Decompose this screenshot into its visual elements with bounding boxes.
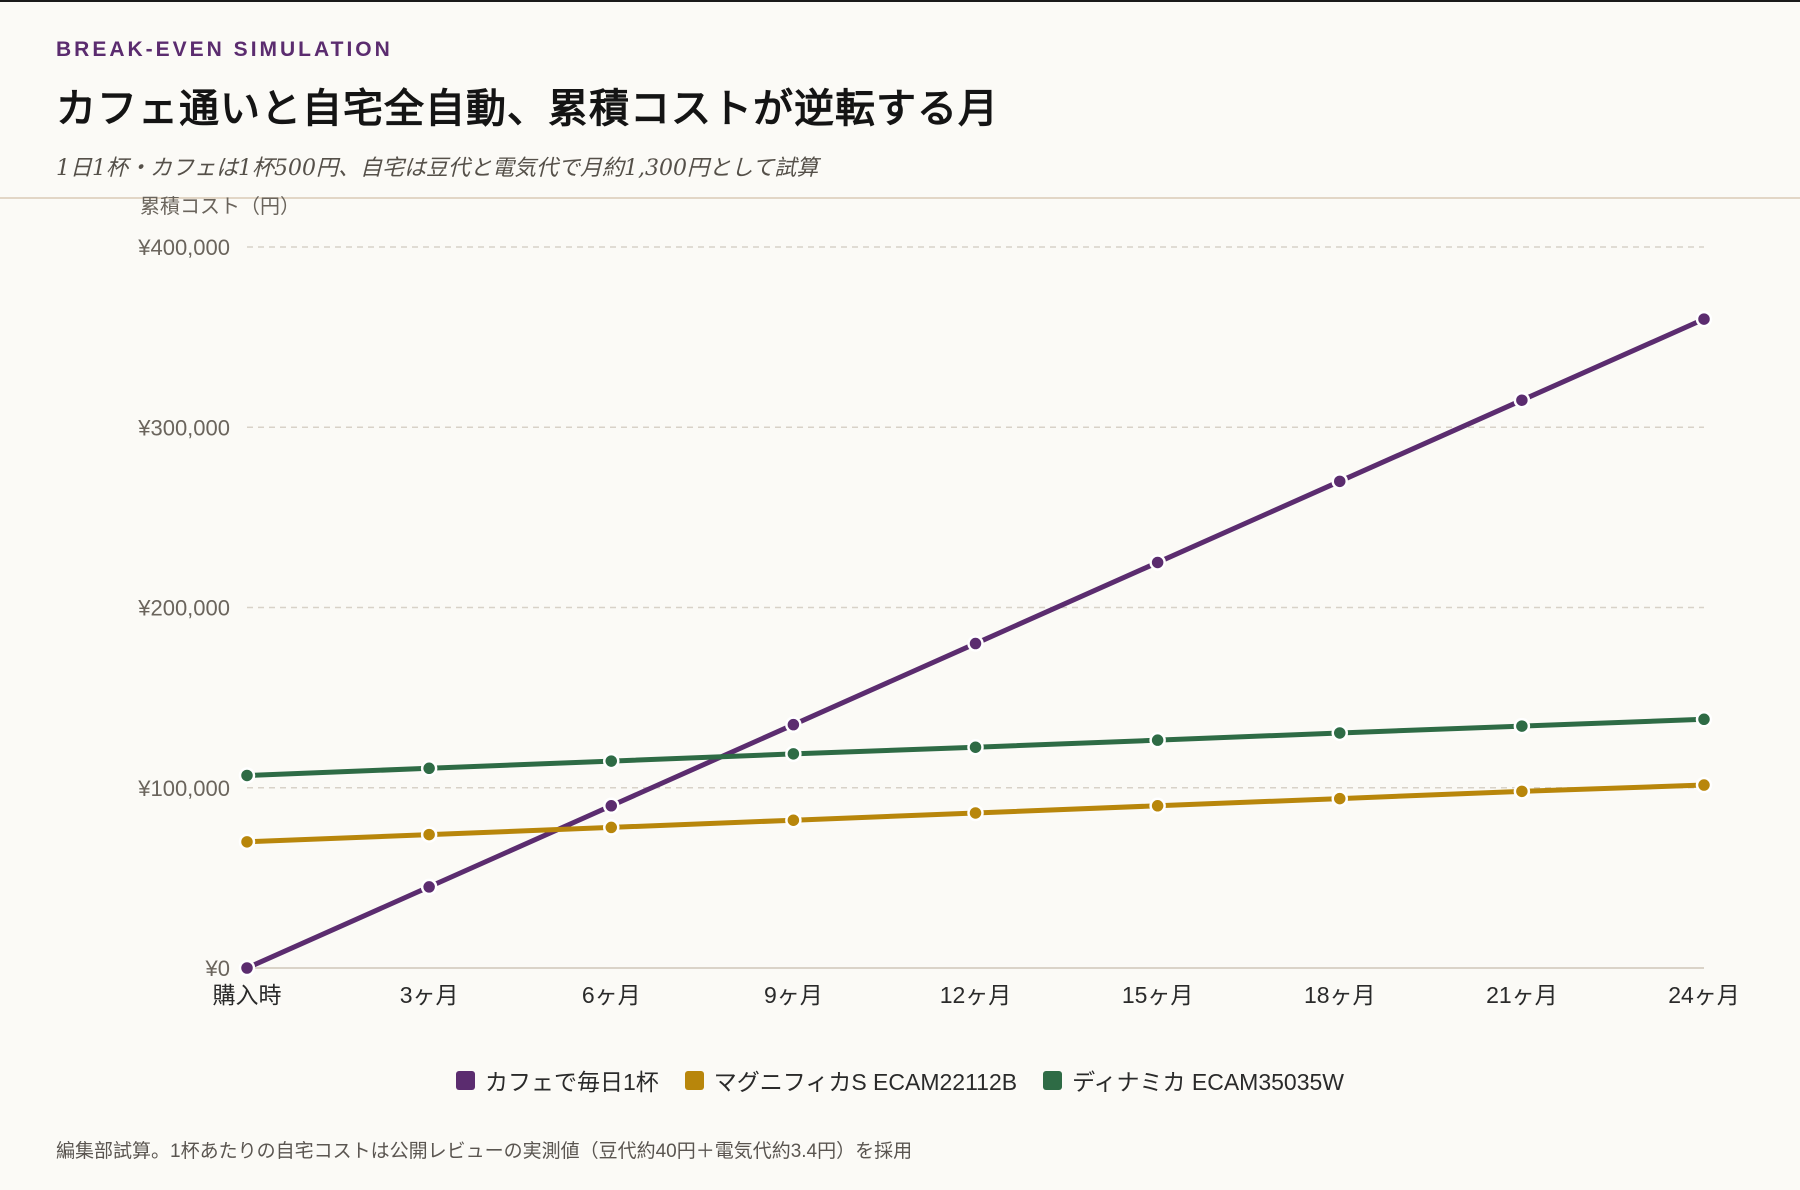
legend-label: ディナミカ ECAM35035W (1072, 1069, 1345, 1095)
legend-item: ディナミカ ECAM35035W (1043, 1063, 1344, 1097)
data-point (1513, 717, 1531, 735)
data-point (1149, 797, 1166, 815)
data-point (420, 826, 438, 843)
data-point (785, 716, 802, 733)
data-point (1513, 391, 1531, 409)
data-point (1331, 790, 1348, 807)
legend-item: マグニフィカS ECAM22112B (684, 1063, 1018, 1097)
data-point (238, 767, 256, 784)
legend-item: カフェで毎日1杯 (455, 1063, 659, 1097)
x-tick-label: 6ヶ月 (582, 982, 641, 1008)
data-point (1149, 554, 1166, 571)
x-tick-label: 15ヶ月 (1122, 982, 1194, 1008)
chart-title: カフェ通いと自宅全自動、累積コストが逆転する月 (56, 85, 999, 132)
y-tick-label: ¥0 (205, 956, 230, 981)
y-axis-label: 累積コスト（円） (140, 195, 300, 218)
x-tick-label: 3ヶ月 (400, 982, 459, 1008)
legend-label: マグニフィカS ECAM22112B (713, 1069, 1018, 1095)
data-point (238, 833, 256, 851)
x-tick-label: 24ヶ月 (1668, 982, 1740, 1008)
data-point (420, 878, 438, 896)
data-point (967, 738, 984, 756)
footnote: 編集部試算。1杯あたりの自宅コストは公開レビューの実測値（豆代約40円＋電気代約… (56, 1141, 913, 1162)
x-tick-label: 9ヶ月 (764, 982, 823, 1008)
x-tick-label: 12ヶ月 (940, 982, 1012, 1008)
data-point (967, 804, 984, 822)
legend-swatch (684, 1070, 704, 1090)
y-tick-label: ¥400,000 (137, 235, 230, 260)
data-point (603, 819, 620, 836)
data-point (1331, 473, 1348, 490)
data-point (785, 811, 802, 829)
data-point (967, 635, 984, 652)
data-point (1695, 310, 1713, 328)
chart-subtitle: 1日1杯・カフェは1杯500円、自宅は豆代と電気代で月約1,300円として試算 (56, 156, 819, 181)
y-tick-label: ¥300,000 (137, 415, 230, 440)
x-tick-label: 18ヶ月 (1304, 982, 1376, 1008)
x-tick-label: 購入時 (213, 982, 282, 1008)
data-point (238, 959, 256, 977)
x-tick-label: 21ヶ月 (1486, 982, 1558, 1008)
data-point (420, 760, 438, 777)
y-tick-label: ¥200,000 (137, 596, 230, 621)
legend-label: カフェで毎日1杯 (484, 1069, 659, 1095)
header-divider (0, 197, 1800, 199)
chart-legend: カフェで毎日1杯 マグニフィカS ECAM22112B ディナミカ ECAM3503… (0, 1063, 1800, 1097)
data-point (785, 745, 802, 763)
chart-header: BREAK-EVEN SIMULATION カフェ通いと自宅全自動、累積コストが… (56, 38, 1756, 182)
data-point (1513, 783, 1531, 800)
data-point (603, 752, 620, 770)
legend-swatch (455, 1070, 475, 1090)
data-point (1149, 731, 1166, 749)
top-rule (0, 0, 1800, 2)
data-point (1331, 724, 1348, 742)
legend-swatch (1043, 1070, 1063, 1090)
eyebrow-label: BREAK-EVEN SIMULATION (56, 38, 393, 61)
data-point (1695, 711, 1713, 728)
y-tick-label: ¥100,000 (137, 776, 230, 801)
data-point (1695, 776, 1713, 794)
data-point (603, 797, 620, 815)
